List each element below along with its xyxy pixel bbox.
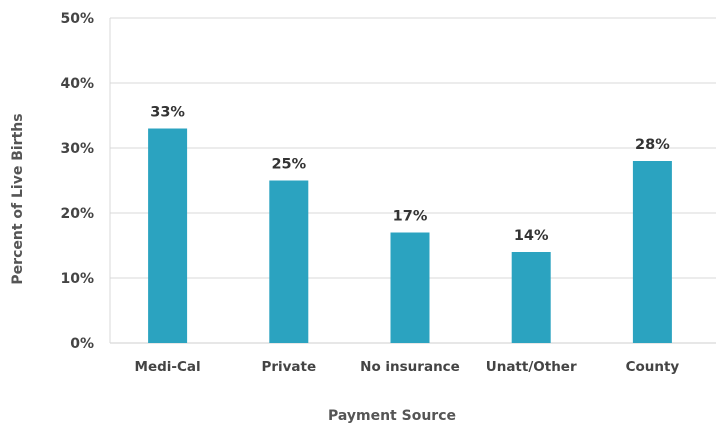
- x-tick-label: Medi-Cal: [135, 359, 201, 375]
- x-tick-label: No insurance: [360, 359, 460, 375]
- bars: [148, 128, 672, 343]
- y-tick-label: 0%: [70, 336, 94, 352]
- bar-unatt-other: [511, 252, 551, 343]
- data-label: 17%: [393, 209, 428, 225]
- x-tick-label: Unatt/Other: [486, 359, 577, 375]
- y-axis-ticks: 0% 10% 20% 30% 40% 50%: [60, 11, 94, 352]
- y-tick-label: 30%: [60, 141, 94, 157]
- y-tick-label: 40%: [60, 76, 94, 92]
- y-tick-label: 10%: [60, 271, 94, 287]
- gridlines: [109, 17, 716, 344]
- y-tick-label: 20%: [60, 206, 94, 222]
- y-axis-title: Percent of Live Births: [10, 113, 26, 284]
- data-label: 33%: [150, 105, 185, 121]
- bar-private: [269, 180, 309, 343]
- bar-no-insurance: [390, 232, 430, 343]
- x-tick-label: Private: [261, 359, 316, 375]
- x-axis-title: Payment Source: [328, 408, 456, 424]
- bar-medi-cal: [148, 128, 188, 343]
- x-axis-ticks: Medi-Cal Private No insurance Unatt/Other Co…: [135, 359, 680, 375]
- y-tick-label: 50%: [60, 11, 94, 27]
- data-label: 14%: [514, 228, 549, 244]
- x-tick-label: County: [626, 359, 680, 375]
- bar-county: [632, 161, 672, 343]
- data-label: 25%: [271, 157, 306, 173]
- data-label: 28%: [635, 137, 670, 153]
- data-labels: 33% 25% 17% 14% 28%: [150, 105, 670, 245]
